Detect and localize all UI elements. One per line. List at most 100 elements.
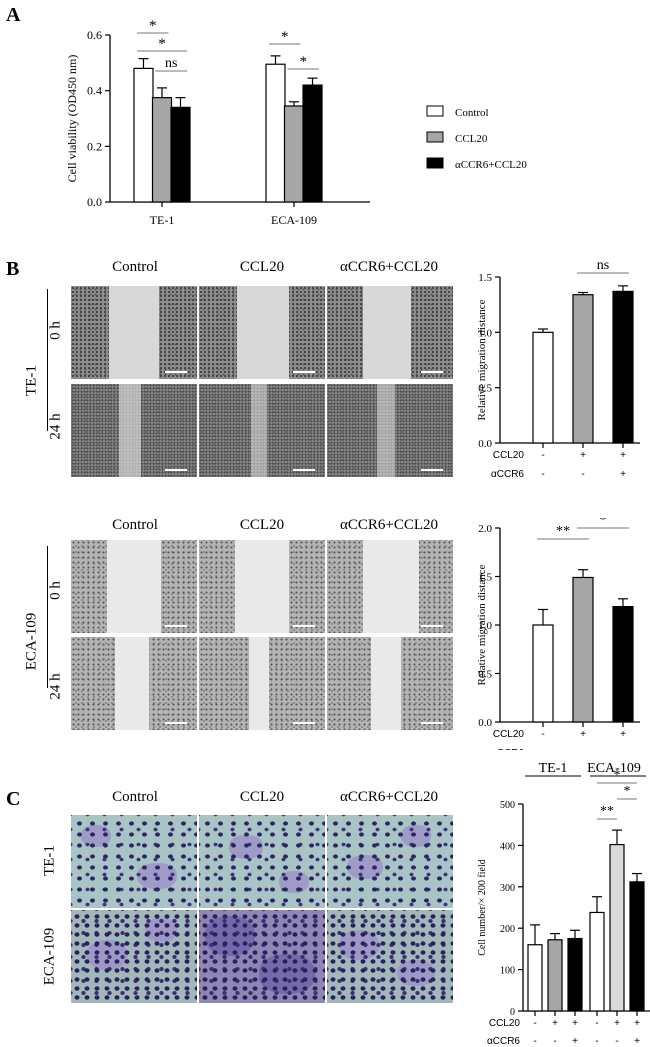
micrograph-te1-ccl20-24h <box>199 384 325 477</box>
bar <box>572 294 594 444</box>
y-tick-label: 0.2 <box>87 139 102 153</box>
transwell-te1-control <box>71 815 197 908</box>
condition-sign: - <box>533 1036 536 1047</box>
transwell-te1-ccl20 <box>199 815 325 908</box>
bar <box>170 106 191 203</box>
column-header-ccl20-eca: CCL20 <box>239 517 285 533</box>
column-header-control-c: Control <box>112 789 158 805</box>
y-tick-label: 0.5 <box>478 669 492 681</box>
panel-a-letter: A <box>6 4 21 26</box>
y-tick-label: 1.5 <box>478 272 492 284</box>
row-label-24h-eca: 24 h <box>47 673 64 700</box>
condition-sign: + <box>620 469 626 480</box>
significance-label: * <box>300 54 308 70</box>
condition-sign: - <box>553 1036 556 1047</box>
legend-swatch <box>426 157 444 169</box>
condition-row-label: αCCR6 <box>491 469 524 480</box>
significance-label: * <box>600 518 607 528</box>
condition-sign: - <box>581 469 584 480</box>
legend-label: Control <box>455 107 489 119</box>
y-axis-label: Cell number/× 200 field <box>477 859 488 955</box>
condition-sign: - <box>541 748 544 750</box>
condition-sign: - <box>541 469 544 480</box>
micrograph-eca-ccl20-24h <box>199 637 325 730</box>
group-label-te1: TE-1 <box>539 761 568 776</box>
bar <box>589 911 605 1012</box>
condition-sign: - <box>595 1036 598 1047</box>
significance-label: * <box>149 18 157 34</box>
row-label-eca109: ECA-109 <box>23 612 40 671</box>
micrograph-eca-control-0h <box>71 540 197 633</box>
row-label-0h-eca: 0 h <box>47 581 64 600</box>
condition-sign: - <box>541 450 544 461</box>
y-tick-label: 0 <box>510 1007 515 1018</box>
y-tick-label: 0.0 <box>478 717 492 729</box>
legend-swatch <box>426 131 444 143</box>
condition-sign: + <box>580 729 586 740</box>
condition-row-label: CCL20 <box>493 450 525 461</box>
y-tick-label: 100 <box>500 966 515 977</box>
row-label-24h: 24 h <box>47 413 64 440</box>
panel-b-letter: B <box>6 258 20 280</box>
column-header-accr6-ccl20-c: αCCR6+CCL20 <box>339 789 438 805</box>
significance-label: ** <box>556 524 570 539</box>
y-axis-label: Relative migration distance <box>476 564 488 685</box>
bar <box>265 63 286 203</box>
eca109-migration-chart: 0.0 0.5 1.0 1.5 2.0 Relative migration distan… <box>476 518 640 750</box>
condition-row-label: CCL20 <box>493 729 525 740</box>
condition-sign: + <box>572 1018 578 1029</box>
condition-row-label: αCCR6 <box>487 1036 520 1047</box>
y-tick-label: 0.6 <box>87 28 102 42</box>
column-header-ccl20: CCL20 <box>239 259 285 275</box>
y-axis-label: Relative migration distance <box>476 299 488 420</box>
condition-sign: + <box>634 1036 640 1047</box>
bar <box>547 939 563 1012</box>
condition-sign: + <box>614 1018 620 1029</box>
significance-label: ns <box>165 56 177 71</box>
column-header-accr6-ccl20-eca: αCCR6+CCL20 <box>339 517 438 533</box>
condition-row-label: αCCR6 <box>491 748 524 750</box>
y-tick-label: 0.4 <box>87 84 102 98</box>
transwell-te1-accr6 <box>327 815 453 908</box>
te1-migration-chart: 0.0 0.5 1.0 1.5 Relative migration distance C… <box>476 262 640 480</box>
condition-sign: + <box>552 1018 558 1029</box>
significance-label: ns <box>597 262 609 273</box>
row-label-te1-c: TE-1 <box>41 845 58 876</box>
micrograph-te1-control-24h <box>71 384 197 477</box>
micrograph-te1-control-0h <box>71 286 197 379</box>
bar <box>612 290 634 444</box>
bar <box>527 944 543 1012</box>
bar <box>151 97 173 203</box>
micrograph-eca-ccl20-0h <box>199 540 325 633</box>
micrograph-te1-accr6-24h <box>327 384 453 477</box>
micrograph-eca-accr6-0h <box>327 540 453 633</box>
condition-sign: + <box>620 729 626 740</box>
condition-sign: - <box>595 1018 598 1029</box>
row-label-te1: TE-1 <box>23 365 40 396</box>
y-tick-label: 300 <box>500 883 515 894</box>
condition-sign: + <box>580 450 586 461</box>
legend-label: CCL20 <box>455 133 488 145</box>
bar <box>612 605 634 723</box>
y-tick-label: 0.0 <box>478 438 492 450</box>
condition-sign: - <box>581 748 584 750</box>
bar <box>532 624 554 723</box>
condition-sign: + <box>634 1018 640 1029</box>
micrograph-te1-ccl20-0h <box>199 286 325 379</box>
micrograph-eca-accr6-24h <box>327 637 453 730</box>
condition-sign: - <box>541 729 544 740</box>
condition-row-label: CCL20 <box>489 1018 521 1029</box>
transwell-count-chart: 0 100 200 300 400 500 Cell number/× 200 field C… <box>477 761 650 1047</box>
row-label-eca109-c: ECA-109 <box>41 927 58 986</box>
bar <box>283 105 305 203</box>
x-tick-label: ECA-109 <box>271 213 317 227</box>
y-tick-label: 1.0 <box>478 620 492 632</box>
y-tick-label: 500 <box>500 800 515 811</box>
condition-sign: - <box>615 1036 618 1047</box>
y-tick-label: 200 <box>500 924 515 935</box>
column-header-ccl20-c: CCL20 <box>239 789 285 805</box>
condition-sign: + <box>620 450 626 461</box>
group-label-eca109: ECA-109 <box>587 761 641 776</box>
transwell-eca-ccl20 <box>199 910 325 1003</box>
transwell-eca-control <box>71 910 197 1003</box>
